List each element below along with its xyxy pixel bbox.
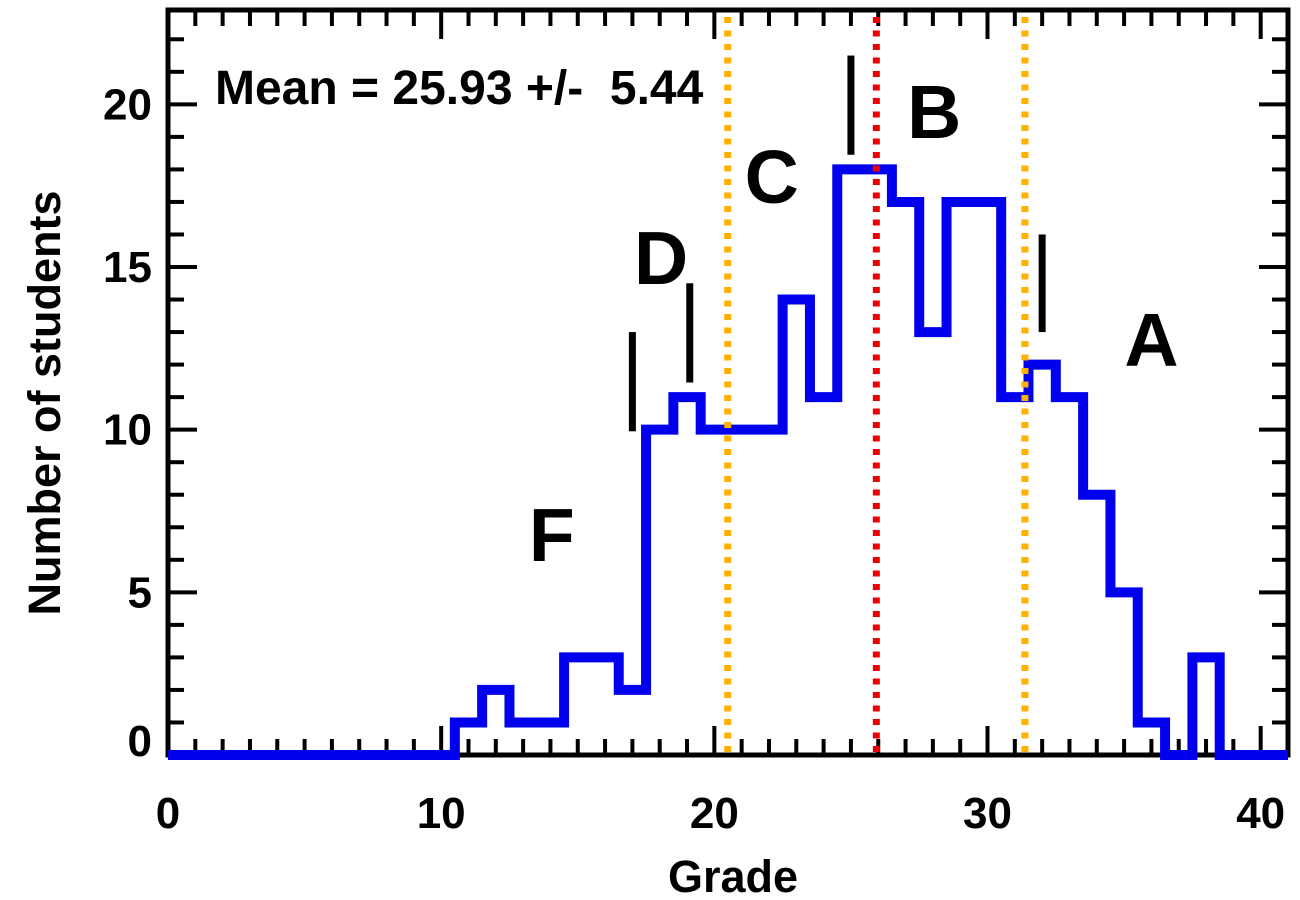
y-tick-label: 10 [103,406,152,455]
grade-letter-c: C [745,135,799,219]
x-tick-label: 10 [417,789,466,838]
grade-letter-d: D [634,216,688,300]
x-axis-title: Grade [668,851,798,900]
tick-labels-layer: 0 10 20 30 40 0 5 10 15 20 [103,80,1285,838]
grade-boundary-marker [847,55,855,155]
y-tick-label: 5 [128,568,152,617]
axis-ticks-layer [170,12,1286,753]
histogram-layer [168,164,1288,760]
y-tick-label: 20 [103,80,152,129]
y-tick-label: 15 [103,243,152,292]
grade-letter-a: A [1124,298,1178,382]
plot-box [165,7,1291,758]
grade-boundary-marker [628,332,636,432]
grade-boundary-marker [1038,234,1046,333]
x-tick-label: 30 [963,789,1012,838]
grade-boundary-marker [686,283,694,383]
x-tick-label: 20 [690,789,739,838]
histogram-outline [168,164,1288,760]
grade-letter-f: F [529,493,575,577]
mean-annotation: Mean = 25.93 +/- 5.44 [215,62,704,115]
grade-boundary-markers-layer [628,55,1046,432]
y-axis-title: Number of students [19,190,70,615]
grade-letters-layer: F DC B A [529,70,1179,577]
x-tick-label: 0 [156,789,180,838]
grade-letter-b: B [907,70,961,154]
y-tick-label: 0 [128,717,152,766]
stat-lines-layer [724,14,1029,752]
x-tick-label: 40 [1236,789,1285,838]
